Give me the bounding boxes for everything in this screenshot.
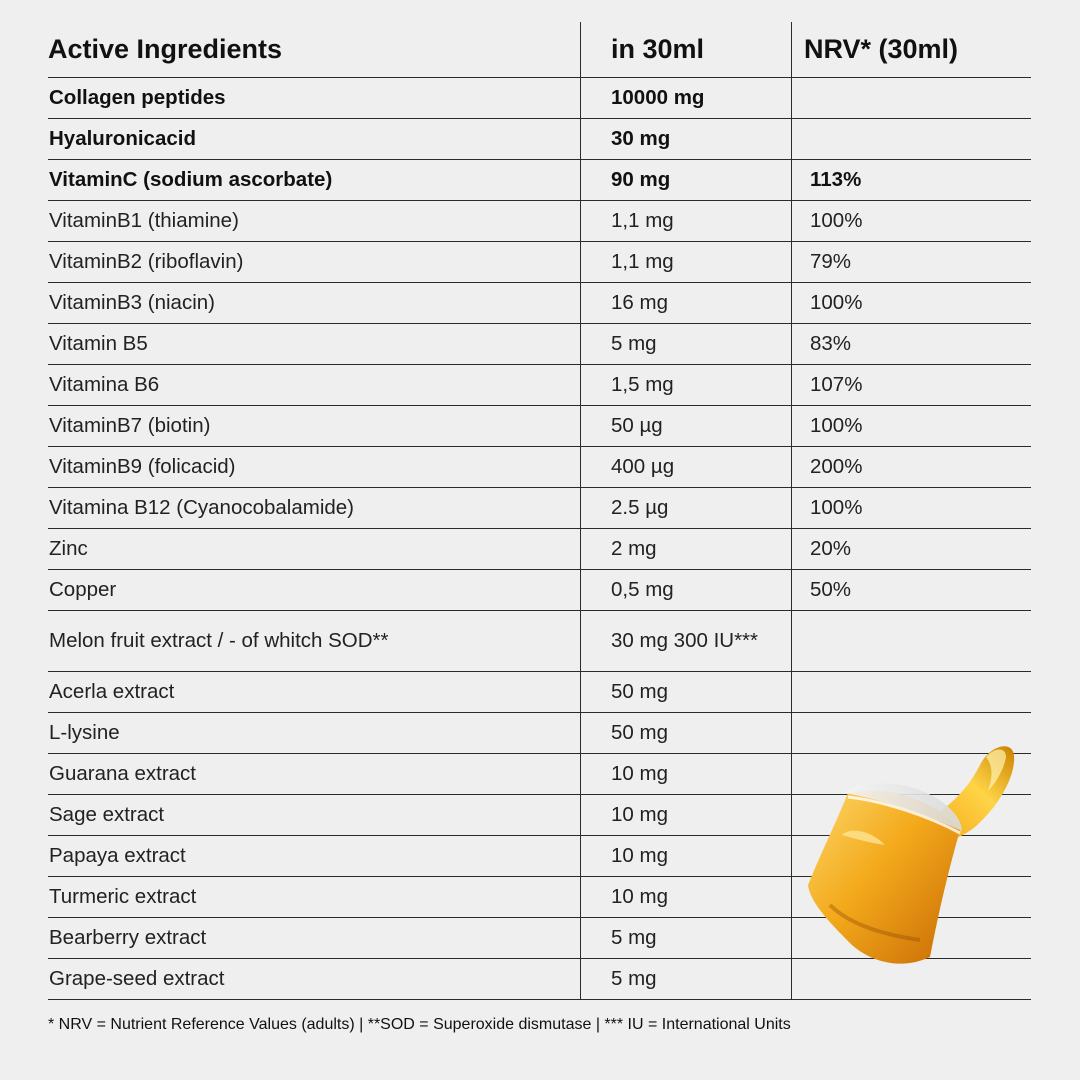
ingredient-nrv: 200%: [791, 447, 1031, 487]
ingredient-name: Vitamina B12 (Cyanocobalamide): [49, 496, 355, 519]
ingredient-amount: 10000 mg: [580, 78, 791, 118]
ingredient-name: Bearberry extract: [49, 926, 207, 949]
table-row: Papaya extract 10 mg: [48, 836, 1031, 877]
ingredient-amount: 30 mg: [580, 119, 791, 159]
ingredient-amount: 2 mg: [580, 529, 791, 569]
ingredient-amount: 1,1 mg: [580, 242, 791, 282]
ingredient-name: Copper: [49, 578, 117, 601]
ingredient-amount: 10 mg: [580, 754, 791, 794]
ingredient-amount: 5 mg: [580, 959, 791, 999]
ingredient-nrv: 113%: [791, 160, 1031, 200]
ingredient-nrv: [791, 877, 1031, 917]
header-active-ingredients: Active Ingredients: [48, 34, 283, 64]
ingredient-nrv: [791, 754, 1031, 794]
ingredient-nrv: 79%: [791, 242, 1031, 282]
ingredient-name: Collagen peptides: [49, 86, 226, 109]
ingredient-amount: 10 mg: [580, 836, 791, 876]
ingredient-nrv: 100%: [791, 283, 1031, 323]
ingredient-name: VitaminB2 (riboflavin): [49, 250, 244, 273]
ingredient-nrv: [791, 795, 1031, 835]
ingredient-name: Guarana extract: [49, 762, 196, 785]
ingredient-nrv: [791, 78, 1031, 118]
ingredient-nrv: [791, 836, 1031, 876]
table-row: Copper 0,5 mg 50%: [48, 570, 1031, 611]
supplement-shot-cup-icon: [808, 746, 1015, 964]
ingredient-amount: 50 µg: [580, 406, 791, 446]
ingredient-name: VitaminC (sodium ascorbate): [49, 168, 333, 191]
ingredient-amount: 5 mg: [580, 324, 791, 364]
ingredient-nrv: [791, 611, 1031, 671]
ingredient-amount: 2.5 µg: [580, 488, 791, 528]
table-row: VitaminB3 (niacin) 16 mg 100%: [48, 283, 1031, 324]
table-row: Sage extract 10 mg: [48, 795, 1031, 836]
table-header-row: Active Ingredients in 30ml NRV* (30ml): [48, 22, 1031, 78]
ingredient-name: Vitamin B5: [49, 332, 148, 355]
table-row: VitaminB2 (riboflavin) 1,1 mg 79%: [48, 242, 1031, 283]
ingredient-amount: 50 mg: [580, 672, 791, 712]
ingredient-amount: 10 mg: [580, 795, 791, 835]
ingredient-amount: 90 mg: [580, 160, 791, 200]
ingredient-amount: 10 mg: [580, 877, 791, 917]
ingredient-name: L-lysine: [49, 721, 120, 744]
ingredient-name: Hyaluronicacid: [49, 127, 196, 150]
ingredient-nrv: 100%: [791, 201, 1031, 241]
ingredient-amount: 1,5 mg: [580, 365, 791, 405]
table-row: Collagen peptides 10000 mg: [48, 78, 1031, 119]
table-row: Turmeric extract 10 mg: [48, 877, 1031, 918]
ingredient-nrv: 100%: [791, 488, 1031, 528]
ingredient-name: Sage extract: [49, 803, 165, 826]
ingredient-nrv: [791, 119, 1031, 159]
ingredient-name: VitaminB1 (thiamine): [49, 209, 239, 232]
ingredient-name: Vitamina B6: [49, 373, 160, 396]
table-row: Acerla extract 50 mg: [48, 672, 1031, 713]
ingredient-amount: 30 mg 300 IU***: [580, 611, 791, 671]
table-row: Melon fruit extract / - of whitch SOD** 3…: [48, 611, 1031, 672]
ingredient-name: Grape-seed extract: [49, 967, 225, 990]
ingredient-name: Papaya extract: [49, 844, 186, 867]
table-row: Guarana extract 10 mg: [48, 754, 1031, 795]
table-row: L-lysine 50 mg: [48, 713, 1031, 754]
table-row: VitaminB7 (biotin) 50 µg 100%: [48, 406, 1031, 447]
ingredient-name: VitaminB9 (folicacid): [49, 455, 236, 478]
ingredient-amount: 5 mg: [580, 918, 791, 958]
ingredient-name: VitaminB7 (biotin): [49, 414, 211, 437]
table-row: Vitamina B12 (Cyanocobalamide) 2.5 µg 100%: [48, 488, 1031, 529]
table-row: Hyaluronicacid 30 mg: [48, 119, 1031, 160]
header-nrv: NRV* (30ml): [791, 22, 1031, 77]
ingredient-nrv: 83%: [791, 324, 1031, 364]
table-row: Vitamina B6 1,5 mg 107%: [48, 365, 1031, 406]
ingredient-name: Turmeric extract: [49, 885, 197, 908]
table-row: Zinc 2 mg 20%: [48, 529, 1031, 570]
table-row: Vitamin B5 5 mg 83%: [48, 324, 1031, 365]
ingredient-amount: 1,1 mg: [580, 201, 791, 241]
table-row: VitaminB9 (folicacid) 400 µg 200%: [48, 447, 1031, 488]
ingredient-name: Melon fruit extract / - of whitch SOD**: [49, 629, 389, 652]
ingredient-name: Acerla extract: [49, 680, 175, 703]
ingredient-name: Zinc: [49, 537, 88, 560]
footnote: * NRV = Nutrient Reference Values (adult…: [48, 1016, 791, 1033]
ingredient-name: VitaminB3 (niacin): [49, 291, 215, 314]
ingredient-nrv: 50%: [791, 570, 1031, 610]
ingredient-nrv: 100%: [791, 406, 1031, 446]
ingredient-nrv: [791, 959, 1031, 999]
ingredient-nrv: [791, 713, 1031, 753]
ingredient-nrv: [791, 918, 1031, 958]
ingredient-nrv: 20%: [791, 529, 1031, 569]
header-amount: in 30ml: [580, 22, 791, 77]
ingredient-amount: 400 µg: [580, 447, 791, 487]
ingredient-nrv: [791, 672, 1031, 712]
ingredient-nrv: 107%: [791, 365, 1031, 405]
ingredients-table: Active Ingredients in 30ml NRV* (30ml) C…: [48, 22, 1031, 1000]
table-body: Collagen peptides 10000 mg Hyaluronicacid 3…: [48, 78, 1031, 1000]
table-row: VitaminC (sodium ascorbate) 90 mg 113%: [48, 160, 1031, 201]
ingredient-amount: 50 mg: [580, 713, 791, 753]
ingredient-amount: 0,5 mg: [580, 570, 791, 610]
table-row: Bearberry extract 5 mg: [48, 918, 1031, 959]
table-row: Grape-seed extract 5 mg: [48, 959, 1031, 1000]
ingredient-amount: 16 mg: [580, 283, 791, 323]
table-row: VitaminB1 (thiamine) 1,1 mg 100%: [48, 201, 1031, 242]
